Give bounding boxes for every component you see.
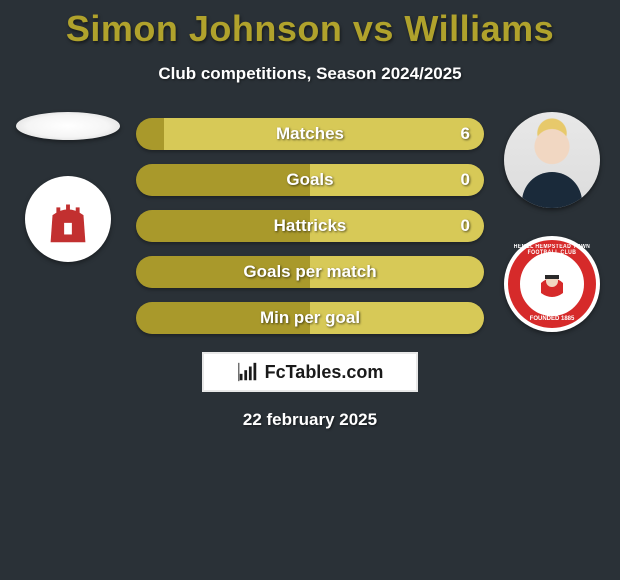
stat-value-right: 0 (461, 216, 470, 236)
comparison-row: Matches 6 Goals 0 Hattricks 0 Goals per match M… (0, 112, 620, 334)
stat-bars: Matches 6 Goals 0 Hattricks 0 Goals per match M… (128, 112, 492, 334)
stat-value-right: 0 (461, 170, 470, 190)
stat-label: Hattricks (274, 216, 347, 236)
date-text: 22 february 2025 (0, 410, 620, 430)
page-subtitle: Club competitions, Season 2024/2025 (0, 64, 620, 84)
stat-bar-left-segment (136, 118, 164, 150)
stat-bar: Goals per match (136, 256, 484, 288)
club-right-crest: HEMEL HEMPSTEAD TOWN FOOTBALL CLUB FOUND… (504, 236, 600, 332)
stat-label: Goals (286, 170, 333, 190)
stat-bar-right-segment (310, 164, 484, 196)
branding-text: FcTables.com (265, 362, 384, 383)
page-title: Simon Johnson vs Williams (0, 0, 620, 50)
tower-icon (39, 190, 97, 248)
stat-bar: Goals 0 (136, 164, 484, 196)
stat-bar-left-segment (136, 164, 310, 196)
branding-box: FcTables.com (202, 352, 418, 392)
stat-bar: Matches 6 (136, 118, 484, 150)
bar-chart-icon (237, 361, 259, 383)
stat-label: Min per goal (260, 308, 360, 328)
crest-ring-text-bottom: FOUNDED 1885 (504, 316, 600, 322)
stat-value-right: 6 (461, 124, 470, 144)
crest-ring-text-top: HEMEL HEMPSTEAD TOWN FOOTBALL CLUB (511, 244, 593, 256)
stat-label: Goals per match (243, 262, 376, 282)
club-left-crest (25, 176, 111, 262)
right-column: HEMEL HEMPSTEAD TOWN FOOTBALL CLUB FOUND… (492, 112, 612, 334)
tudor-portrait-icon (531, 263, 573, 305)
stat-bar: Hattricks 0 (136, 210, 484, 242)
stat-bar: Min per goal (136, 302, 484, 334)
player-left-avatar (16, 112, 120, 140)
left-column (8, 112, 128, 334)
stat-label: Matches (276, 124, 344, 144)
player-right-avatar (504, 112, 600, 208)
